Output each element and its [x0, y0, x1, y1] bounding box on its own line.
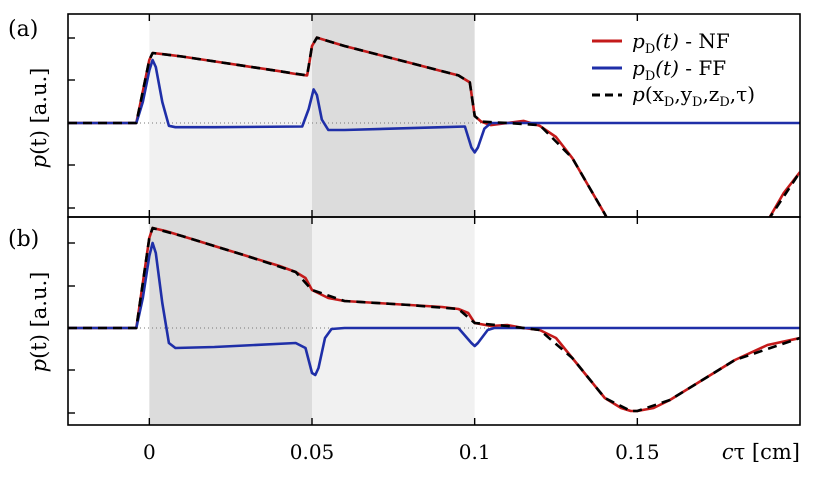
shade-layer — [149, 14, 475, 425]
x-tick-label-1: 0.05 — [290, 440, 335, 464]
series-group-a — [68, 36, 800, 217]
y-axis-label-b: p(t) [a.u.] — [27, 272, 51, 373]
shade-region-b-1 — [312, 217, 475, 425]
x-tick-label-0: 0 — [143, 440, 156, 464]
series-analytic-a — [68, 36, 800, 217]
series-group-b — [68, 226, 800, 413]
legend: pD(t) - NF pD(t) - FF p(xD,yD,zD,τ) — [586, 24, 792, 110]
legend-entry-ff: pD(t) - FF — [632, 56, 726, 84]
panel-label-a: (a) — [8, 17, 38, 42]
x-tick-label-3: 0.15 — [615, 440, 660, 464]
series-analytic-b — [68, 226, 800, 413]
frame-layer — [67, 13, 801, 426]
panel-label-b: (b) — [8, 227, 39, 252]
y-axis-label-a: p(t) [a.u.] — [27, 68, 51, 169]
shade-region-b-0 — [149, 217, 312, 425]
shade-region-a-0 — [149, 14, 312, 217]
tick-layer: 0 0.05 0.1 0.15 — [68, 14, 660, 464]
series-ff-b — [68, 241, 800, 377]
legend-entry-nf: pD(t) - NF — [632, 29, 730, 57]
panel-frame-b — [67, 216, 801, 426]
x-axis-label: cτ [cm] — [722, 440, 800, 464]
series-layer — [68, 36, 800, 413]
series-ff-a — [68, 58, 800, 154]
shade-region-a-1 — [312, 14, 475, 217]
legend-entry-analytic: p(xD,yD,zD,τ) — [632, 82, 755, 110]
x-tick-label-2: 0.1 — [459, 440, 491, 464]
